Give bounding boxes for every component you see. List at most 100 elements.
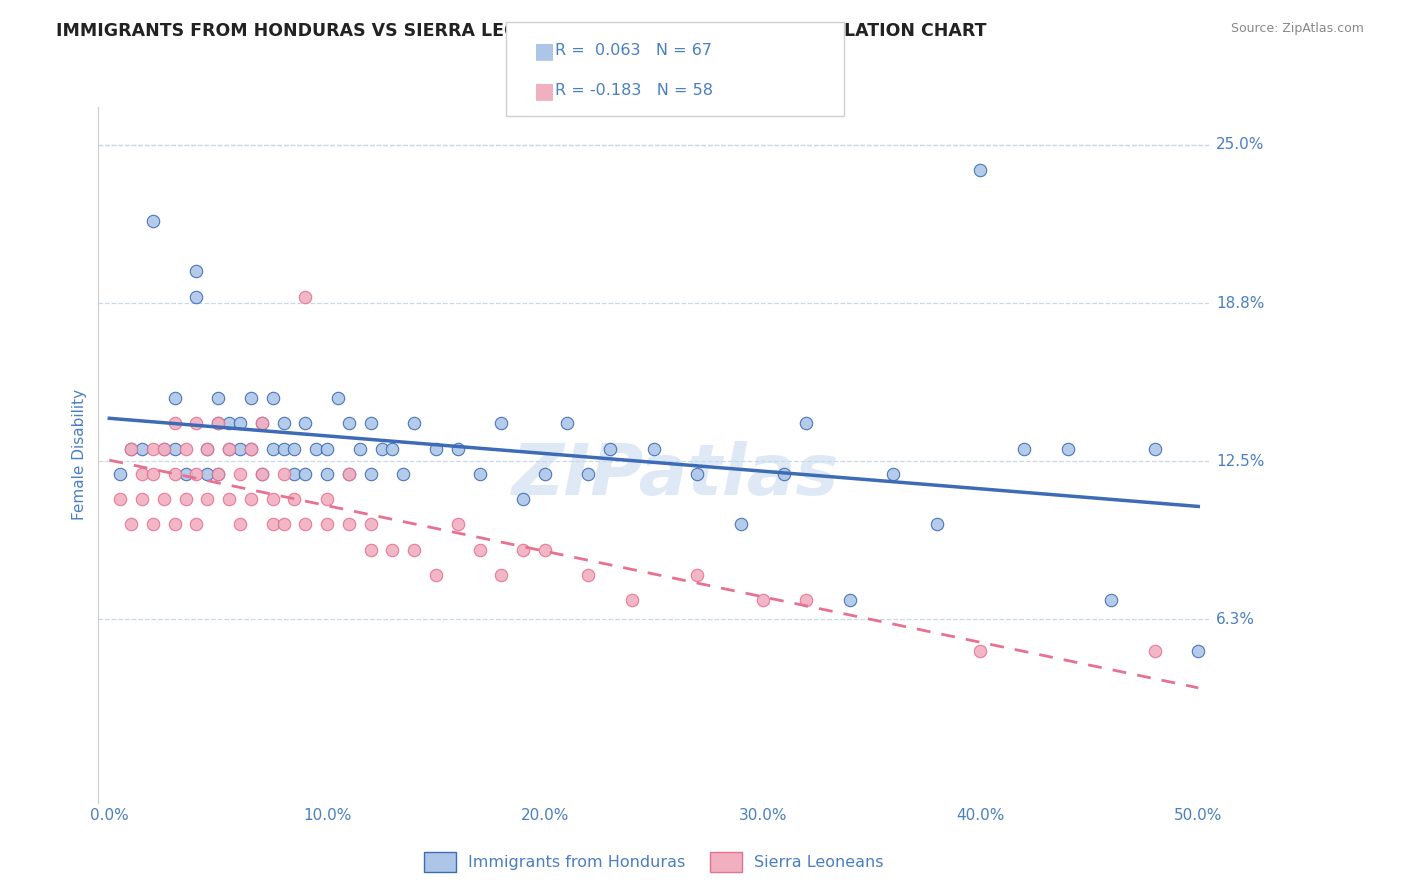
Point bbox=[1056, 442, 1078, 456]
Point bbox=[218, 442, 240, 456]
Point bbox=[152, 442, 174, 456]
Point bbox=[643, 442, 665, 456]
Point bbox=[273, 467, 295, 481]
Point bbox=[186, 467, 208, 481]
Legend: Immigrants from Honduras, Sierra Leoneans: Immigrants from Honduras, Sierra Leonean… bbox=[418, 846, 890, 879]
Point bbox=[468, 542, 491, 557]
Point bbox=[131, 467, 153, 481]
Point bbox=[316, 442, 339, 456]
Point bbox=[512, 542, 534, 557]
Point bbox=[108, 492, 131, 507]
Point bbox=[142, 442, 165, 456]
Point bbox=[229, 442, 252, 456]
Text: R =  0.063   N = 67: R = 0.063 N = 67 bbox=[555, 44, 713, 58]
Point bbox=[108, 467, 131, 481]
Point bbox=[491, 417, 513, 431]
Point bbox=[773, 467, 796, 481]
Point bbox=[337, 467, 360, 481]
Text: IMMIGRANTS FROM HONDURAS VS SIERRA LEONEAN FEMALE DISABILITY CORRELATION CHART: IMMIGRANTS FROM HONDURAS VS SIERRA LEONE… bbox=[56, 22, 987, 40]
Point bbox=[1187, 644, 1209, 658]
Point bbox=[262, 492, 284, 507]
Point bbox=[186, 264, 208, 278]
Point bbox=[186, 290, 208, 304]
Point bbox=[273, 442, 295, 456]
Point bbox=[381, 442, 404, 456]
Point bbox=[239, 442, 262, 456]
Point bbox=[925, 517, 948, 532]
Point bbox=[686, 568, 709, 582]
Text: ■: ■ bbox=[534, 81, 555, 101]
Point bbox=[262, 517, 284, 532]
Point bbox=[404, 542, 426, 557]
Point bbox=[534, 542, 557, 557]
Point bbox=[239, 442, 262, 456]
Point bbox=[969, 163, 991, 178]
Point bbox=[370, 442, 392, 456]
Point bbox=[730, 517, 752, 532]
Point bbox=[1099, 593, 1122, 607]
Point bbox=[337, 517, 360, 532]
Point bbox=[120, 442, 142, 456]
Point bbox=[174, 492, 197, 507]
Point bbox=[360, 517, 382, 532]
Point bbox=[381, 542, 404, 557]
Point bbox=[838, 593, 860, 607]
Text: 25.0%: 25.0% bbox=[1216, 137, 1264, 153]
Point bbox=[207, 467, 229, 481]
Point bbox=[262, 391, 284, 405]
Point bbox=[207, 391, 229, 405]
Point bbox=[120, 517, 142, 532]
Point bbox=[404, 417, 426, 431]
Point bbox=[250, 467, 273, 481]
Point bbox=[186, 517, 208, 532]
Point bbox=[207, 467, 229, 481]
Point bbox=[686, 467, 709, 481]
Point bbox=[163, 517, 186, 532]
Point bbox=[794, 417, 817, 431]
Point bbox=[316, 492, 339, 507]
Point bbox=[218, 492, 240, 507]
Point bbox=[337, 417, 360, 431]
Y-axis label: Female Disability: Female Disability bbox=[72, 389, 87, 521]
Point bbox=[360, 417, 382, 431]
Point bbox=[491, 568, 513, 582]
Point bbox=[392, 467, 415, 481]
Point bbox=[425, 442, 447, 456]
Point bbox=[360, 467, 382, 481]
Point bbox=[273, 417, 295, 431]
Point bbox=[555, 417, 578, 431]
Point bbox=[163, 442, 186, 456]
Point bbox=[751, 593, 773, 607]
Point bbox=[578, 467, 600, 481]
Point bbox=[794, 593, 817, 607]
Point bbox=[174, 467, 197, 481]
Point bbox=[174, 442, 197, 456]
Point bbox=[1012, 442, 1035, 456]
Point bbox=[163, 417, 186, 431]
Point bbox=[512, 492, 534, 507]
Point bbox=[599, 442, 621, 456]
Point bbox=[120, 442, 142, 456]
Point bbox=[360, 542, 382, 557]
Point bbox=[218, 442, 240, 456]
Point bbox=[882, 467, 904, 481]
Point bbox=[229, 517, 252, 532]
Point bbox=[239, 391, 262, 405]
Point bbox=[447, 517, 470, 532]
Point bbox=[294, 517, 316, 532]
Point bbox=[195, 442, 218, 456]
Point bbox=[142, 517, 165, 532]
Point bbox=[229, 467, 252, 481]
Point bbox=[273, 517, 295, 532]
Point bbox=[969, 644, 991, 658]
Point bbox=[195, 467, 218, 481]
Point bbox=[425, 568, 447, 582]
Point bbox=[250, 417, 273, 431]
Text: ■: ■ bbox=[534, 41, 555, 61]
Point bbox=[239, 492, 262, 507]
Point bbox=[195, 492, 218, 507]
Point bbox=[131, 492, 153, 507]
Point bbox=[349, 442, 371, 456]
Point bbox=[283, 442, 305, 456]
Point bbox=[142, 214, 165, 228]
